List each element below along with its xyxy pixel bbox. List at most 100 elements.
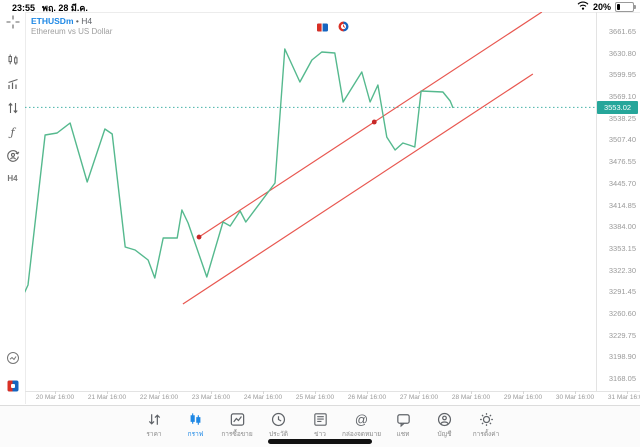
clock-icon — [270, 411, 287, 428]
tab-history[interactable]: ประวัติ — [258, 406, 300, 447]
price-axis-label: 3445.70 — [608, 178, 636, 188]
tab-chat[interactable]: แชท — [382, 406, 424, 447]
tab-label: ประวัติ — [269, 431, 288, 438]
ascending-trendline[interactable] — [198, 12, 543, 238]
functions-button[interactable]: ƒ — [0, 124, 25, 140]
time-axis[interactable]: 20 Mar 16:00 21 Mar 16:00 22 Mar 16:00 23 M… — [0, 391, 640, 405]
chart-type-button[interactable] — [0, 52, 25, 68]
price-axis-label: 3168.05 — [608, 374, 636, 383]
tab-settings[interactable]: การตั้งค่า — [465, 406, 507, 447]
tab-accounts[interactable]: บัญชี — [424, 406, 466, 447]
flag-event-icon[interactable] — [317, 19, 328, 37]
chat-bubble-icon — [395, 411, 412, 428]
header-timeframe: H4 — [81, 16, 93, 26]
time-axis-label: 23 Mar 16:00 — [191, 394, 231, 401]
time-axis-label: 27 Mar 16:00 — [399, 394, 439, 401]
time-axis-label: 24 Mar 16:00 — [243, 394, 283, 401]
time-axis-label: 26 Mar 16:00 — [347, 394, 387, 401]
trendline-anchor-dot[interactable] — [372, 119, 377, 125]
parallel-channel-line[interactable] — [182, 73, 534, 305]
time-axis-tick — [55, 391, 56, 394]
levels-button[interactable] — [0, 100, 25, 116]
price-axis-label: 3661.65 — [608, 27, 636, 36]
tab-bar-divider — [0, 405, 640, 406]
price-axis-label: 3260.60 — [608, 308, 636, 318]
time-axis-label: 20 Mar 16:00 — [35, 394, 75, 401]
time-axis-label: 30 Mar 16:00 — [555, 394, 595, 401]
price-axis-border — [596, 12, 597, 391]
time-axis-tick — [107, 391, 108, 394]
price-axis-label: 3569.10 — [608, 92, 636, 102]
time-axis-tick — [419, 391, 420, 394]
price-axis-label: 3507.40 — [608, 135, 636, 145]
person-circle-icon — [436, 411, 453, 428]
bottom-tab-bar: ราคา กราฟ การซื้อขาย — [0, 406, 640, 447]
crosshair-button[interactable] — [0, 14, 25, 30]
time-axis-border — [25, 391, 640, 392]
battery-percentage: 20% — [592, 1, 611, 12]
price-axis-label: 3322.30 — [608, 265, 636, 275]
news-icon — [312, 411, 329, 428]
chart-toolbar: ƒ H4 — [0, 12, 25, 404]
tab-label: การซื้อขาย — [221, 431, 253, 438]
time-axis-tick — [367, 391, 368, 394]
price-axis-label: 3414.85 — [608, 200, 636, 210]
status-date: พฤ. 28 มี.ค. — [42, 3, 88, 13]
tab-trade[interactable]: การซื้อขาย — [216, 406, 258, 447]
wifi-icon — [577, 1, 589, 12]
crosshair-icon — [6, 15, 20, 29]
price-axis-label: 3538.25 — [608, 113, 636, 123]
tab-quotes[interactable]: ราคา — [133, 406, 175, 447]
status-time: 23:55 — [12, 3, 36, 13]
tab-charts[interactable]: กราฟ — [175, 406, 217, 447]
quotes-arrows-icon — [146, 411, 163, 428]
time-axis-tick — [315, 391, 316, 394]
symbol-description: Ethereum vs US Dollar — [31, 27, 113, 36]
tab-label: การตั้งค่า — [472, 431, 500, 438]
tab-label: กล่องจดหมาย — [341, 431, 382, 438]
chart-header[interactable]: ETHUSDm • H4 Ethereum vs US Dollar — [31, 16, 112, 37]
price-axis-label: 3384.00 — [608, 222, 636, 232]
bar-chart-icon — [6, 77, 20, 91]
home-indicator[interactable] — [268, 439, 372, 444]
session-clock-icon — [6, 351, 20, 365]
tab-mailbox[interactable]: @ กล่องจดหมาย — [341, 406, 383, 447]
candlestick-icon — [6, 53, 20, 67]
tab-label: ราคา — [146, 431, 162, 438]
timeframe-button[interactable]: H4 — [0, 170, 25, 186]
chart-top-border — [0, 12, 640, 13]
indicators-button[interactable] — [0, 76, 25, 92]
timeframe-label: H4 — [7, 173, 18, 183]
price-axis-label: 3353.15 — [608, 243, 636, 253]
function-icon: ƒ — [10, 125, 15, 139]
symbol-title: ETHUSDm • H4 — [31, 16, 93, 26]
trading-sessions-button[interactable] — [0, 350, 25, 366]
sliders-icon — [6, 101, 20, 115]
price-axis-label: 3599.95 — [608, 70, 636, 80]
trendline-anchor-dot[interactable] — [196, 234, 202, 240]
time-axis-label: 29 Mar 16:00 — [503, 394, 543, 401]
objects-icon — [6, 149, 20, 163]
status-bar: 23:55 พฤ. 28 มี.ค. 20% — [0, 0, 640, 13]
time-axis-tick — [211, 391, 212, 394]
price-axis-label: 3198.90 — [608, 352, 636, 362]
clock-event-icon[interactable] — [338, 19, 349, 37]
price-axis-label: 3291.45 — [608, 287, 636, 297]
time-axis-tick — [159, 391, 160, 394]
time-axis-label: 25 Mar 16:00 — [295, 394, 335, 401]
price-line-series[interactable] — [25, 48, 454, 293]
current-price-tag: 3553.02 — [597, 101, 638, 114]
symbol-name: ETHUSDm — [31, 16, 74, 26]
time-axis-label: 22 Mar 16:00 — [139, 394, 179, 401]
tab-news[interactable]: ข่าว — [299, 406, 341, 447]
time-axis-tick — [523, 391, 524, 394]
price-axis-label: 3229.75 — [608, 330, 636, 340]
price-axis[interactable]: 3553.02 3661.65 3630.80 3599.95 3569.10 3538… — [597, 0, 640, 404]
tab-label: กราฟ — [187, 431, 204, 438]
tab-label: ข่าว — [314, 431, 326, 438]
price-axis-label: 3476.55 — [608, 157, 636, 167]
objects-button[interactable] — [0, 148, 25, 164]
price-chart[interactable] — [25, 12, 596, 391]
battery-icon — [615, 1, 636, 12]
economic-calendar-button[interactable] — [0, 378, 25, 394]
